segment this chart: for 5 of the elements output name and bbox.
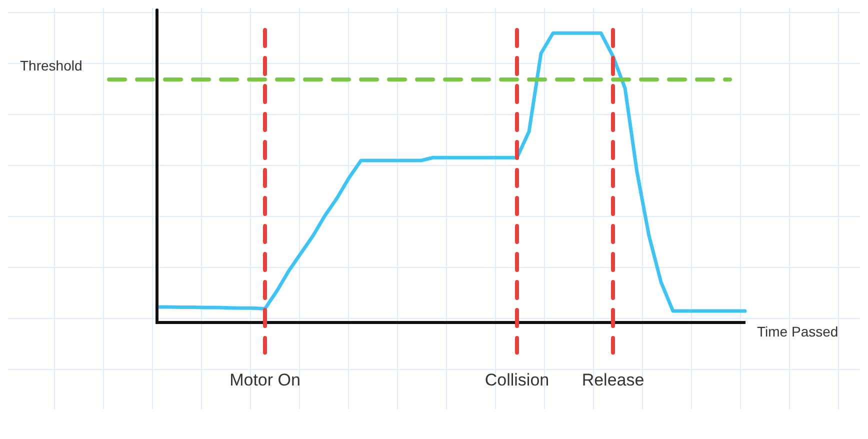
- x-axis-title: Time Passed: [757, 323, 838, 340]
- ref-line-label: Threshold: [20, 57, 82, 74]
- x-tick-label: Motor On: [230, 370, 300, 390]
- x-tick-label: Collision: [484, 370, 550, 390]
- x-tick-label: Release: [582, 370, 644, 390]
